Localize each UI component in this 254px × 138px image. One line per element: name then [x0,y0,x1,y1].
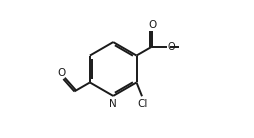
Text: O: O [168,42,175,52]
Text: O: O [148,20,156,30]
Text: O: O [58,68,66,78]
Text: N: N [109,99,117,109]
Text: Cl: Cl [137,99,148,109]
